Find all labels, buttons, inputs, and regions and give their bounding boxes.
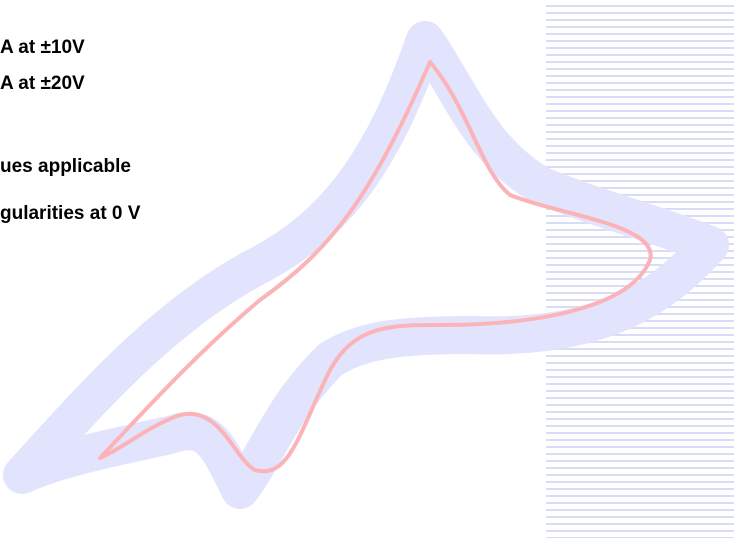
lavender-band xyxy=(3,21,729,509)
bullet-line-3: ues applicable xyxy=(0,156,131,177)
bullet-line-1: A at ±10V xyxy=(0,37,85,58)
pink-curve xyxy=(98,60,653,474)
bullet-line-2: A at ±20V xyxy=(0,73,85,94)
bullet-line-4: gularities at 0 V xyxy=(0,203,141,224)
